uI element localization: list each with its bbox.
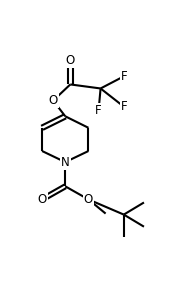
Text: F: F	[120, 100, 127, 113]
Text: F: F	[120, 70, 127, 83]
Text: N: N	[61, 156, 70, 169]
Text: O: O	[38, 193, 47, 206]
Text: O: O	[66, 54, 75, 67]
Text: O: O	[84, 193, 93, 206]
Text: O: O	[48, 94, 58, 107]
Text: F: F	[95, 104, 102, 117]
